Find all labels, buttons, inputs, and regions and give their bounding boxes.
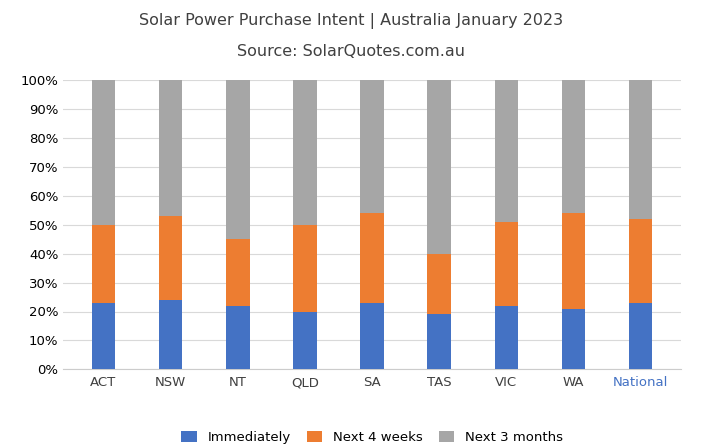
Bar (293, 225, 317, 312)
Bar (629, 219, 652, 303)
Bar (629, 303, 652, 369)
Bar (159, 216, 183, 300)
Bar (159, 80, 183, 216)
Bar (562, 80, 585, 213)
Bar (226, 239, 249, 306)
Bar (293, 80, 317, 225)
Bar (629, 80, 652, 219)
Text: Source: SolarQuotes.com.au: Source: SolarQuotes.com.au (237, 44, 465, 60)
Bar (360, 303, 384, 369)
Bar (495, 306, 518, 369)
Bar (495, 222, 518, 306)
Bar (92, 303, 115, 369)
Bar (226, 306, 249, 369)
Bar (428, 254, 451, 314)
Bar (293, 312, 317, 369)
Bar (92, 225, 115, 303)
Bar (92, 80, 115, 225)
Text: Solar Power Purchase Intent | Australia January 2023: Solar Power Purchase Intent | Australia … (139, 13, 563, 29)
Legend: Immediately, Next 4 weeks, Next 3 months: Immediately, Next 4 weeks, Next 3 months (181, 431, 563, 444)
Bar (360, 80, 384, 213)
Bar (226, 80, 249, 239)
Bar (428, 80, 451, 254)
Bar (562, 213, 585, 309)
Bar (495, 80, 518, 222)
Bar (562, 309, 585, 369)
Bar (428, 314, 451, 369)
Bar (360, 213, 384, 303)
Bar (159, 300, 183, 369)
